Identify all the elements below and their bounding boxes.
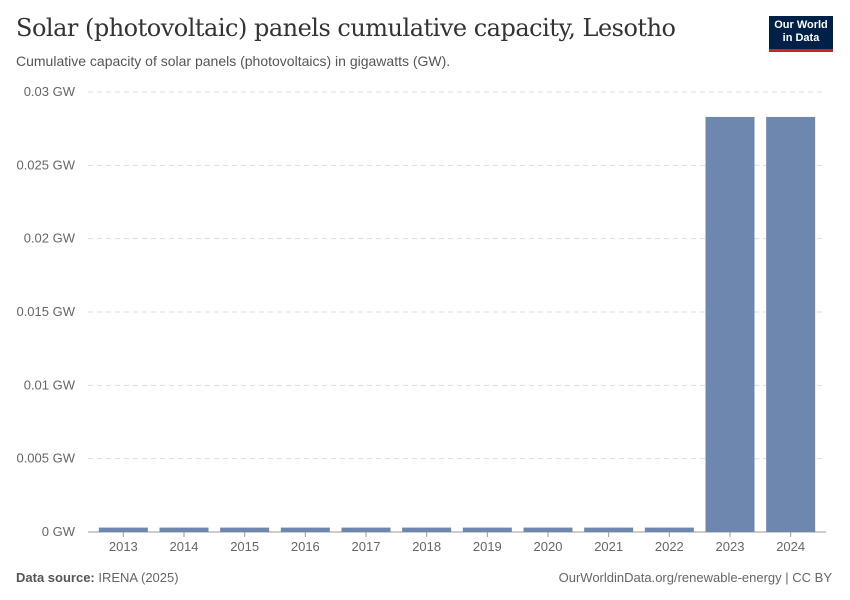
x-tick-label: 2020: [534, 539, 563, 554]
x-tick-label: 2021: [594, 539, 623, 554]
bar[interactable]: [523, 527, 573, 532]
chart-title: Solar (photovoltaic) panels cumulative c…: [16, 14, 676, 42]
x-tick-label: 2017: [352, 539, 381, 554]
bar[interactable]: [766, 116, 816, 532]
y-tick-label: 0.005 GW: [16, 451, 75, 466]
bar[interactable]: [705, 116, 755, 532]
x-tick-label: 2018: [412, 539, 441, 554]
y-tick-label: 0.01 GW: [24, 377, 76, 392]
y-tick-label: 0.015 GW: [16, 304, 75, 319]
y-tick-label: 0.025 GW: [16, 157, 75, 172]
source-link[interactable]: IRENA (2025): [98, 570, 179, 585]
x-tick-label: 2016: [291, 539, 320, 554]
x-tick-label: 2023: [716, 539, 745, 554]
x-tick-label: 2024: [776, 539, 805, 554]
y-tick-label: 0 GW: [42, 524, 76, 539]
bar[interactable]: [280, 527, 330, 532]
y-tick-label: 0.02 GW: [24, 231, 76, 246]
bar[interactable]: [220, 527, 270, 532]
owid-logo[interactable]: Our World in Data: [769, 16, 833, 52]
bar[interactable]: [584, 527, 634, 532]
chart-subtitle: Cumulative capacity of solar panels (pho…: [16, 53, 451, 69]
x-tick-label: 2019: [473, 539, 502, 554]
bar[interactable]: [644, 527, 694, 532]
bar[interactable]: [341, 527, 391, 532]
bar[interactable]: [462, 527, 512, 532]
x-tick-label: 2022: [655, 539, 684, 554]
credit-link[interactable]: OurWorldinData.org/renewable-energy | CC…: [558, 570, 832, 585]
x-tick-label: 2013: [109, 539, 138, 554]
bar[interactable]: [159, 527, 209, 532]
source-label: Data source:: [16, 570, 95, 585]
x-tick-label: 2014: [170, 539, 199, 554]
data-source: Data source: IRENA (2025): [16, 570, 179, 585]
y-tick-label: 0.03 GW: [24, 84, 76, 99]
bar[interactable]: [98, 527, 148, 532]
bar[interactable]: [402, 527, 452, 532]
x-tick-label: 2015: [230, 539, 259, 554]
